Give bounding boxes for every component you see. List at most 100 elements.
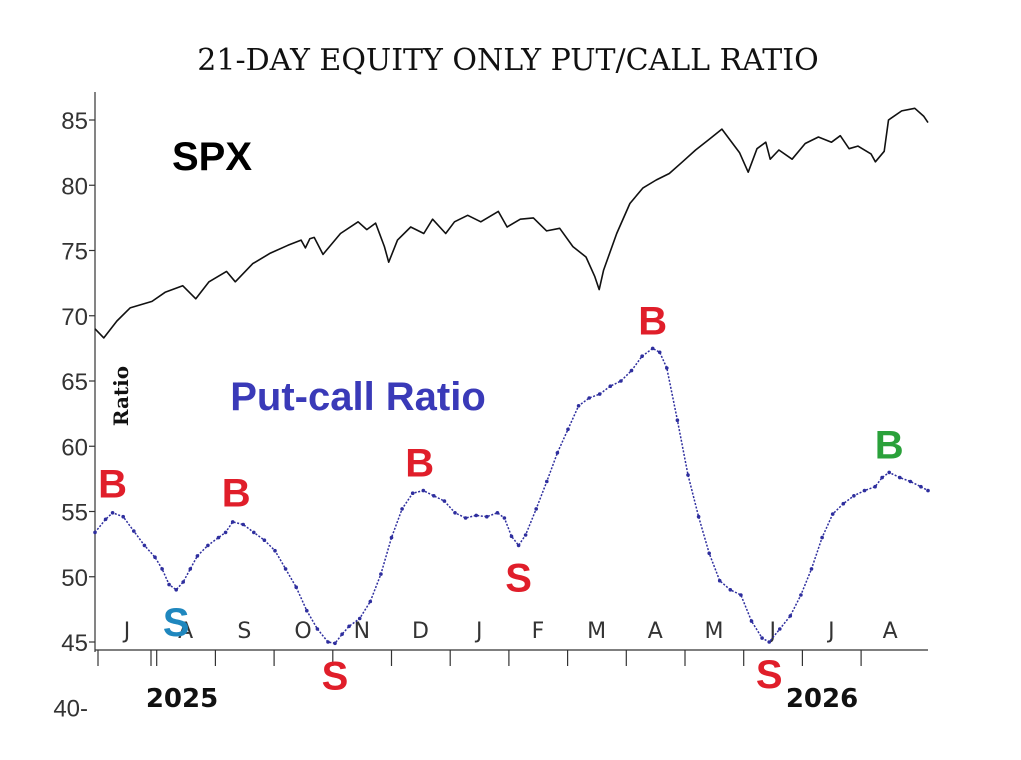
data-point — [340, 632, 344, 636]
buy-signal-label: B — [222, 472, 251, 516]
x-tick-label: S — [237, 619, 251, 644]
data-point — [830, 512, 835, 516]
data-point — [852, 494, 856, 498]
data-point — [545, 479, 549, 484]
x-tick-label: J — [474, 619, 483, 644]
data-point — [820, 535, 824, 540]
data-point — [167, 582, 171, 587]
buy-signal-label: B — [638, 299, 667, 343]
y-ticks: 85 80 75 70 65 60 55 50 45 40- — [53, 108, 95, 722]
data-point — [368, 599, 373, 604]
data-point — [502, 516, 507, 520]
data-point — [315, 627, 320, 631]
series-layer — [93, 107, 930, 646]
series-label-put-call-ratio: Put-call Ratio — [230, 375, 486, 419]
data-point — [110, 511, 115, 515]
x-tick-label: O — [294, 619, 311, 644]
data-point — [432, 494, 436, 498]
series-label-spx: SPX — [172, 135, 252, 179]
data-point — [696, 514, 701, 519]
data-point — [675, 418, 680, 423]
data-point — [262, 538, 267, 542]
y-tick-label: 80 — [61, 173, 88, 200]
y-axis-label: Ratio — [109, 366, 133, 426]
data-point — [926, 488, 930, 493]
data-point — [873, 484, 877, 489]
data-point — [410, 491, 415, 496]
data-point — [273, 548, 277, 553]
data-point — [608, 384, 613, 389]
data-point — [597, 392, 602, 396]
data-point — [555, 451, 560, 455]
data-point — [283, 567, 288, 571]
data-point — [463, 516, 468, 520]
data-point — [326, 640, 330, 644]
x-tick-label: A — [648, 619, 663, 644]
data-point — [389, 535, 394, 540]
data-point — [809, 567, 814, 571]
y-tick-label: 70 — [61, 304, 88, 331]
x-tick-label: N — [354, 619, 370, 644]
data-point — [153, 555, 157, 559]
data-point — [188, 567, 193, 571]
data-point — [707, 551, 711, 556]
data-point — [728, 588, 733, 592]
data-point — [576, 404, 581, 408]
data-point — [132, 529, 136, 533]
data-point — [142, 543, 147, 548]
data-point — [880, 475, 884, 480]
data-point — [650, 346, 655, 351]
data-point — [495, 511, 500, 515]
data-point — [379, 572, 383, 576]
data-point — [566, 427, 570, 432]
y-tick-label: 85 — [61, 108, 88, 135]
data-point — [919, 484, 923, 489]
buy-signal-label: B — [875, 423, 904, 467]
x-tick-label: J — [826, 619, 835, 644]
data-point — [453, 511, 457, 515]
data-point — [206, 543, 210, 548]
data-point — [760, 636, 764, 640]
data-point — [181, 580, 185, 584]
data-point — [174, 588, 178, 592]
data-point — [216, 535, 221, 540]
y-tick-label: 55 — [61, 500, 88, 527]
y-tick-label: 60 — [61, 434, 88, 461]
data-point — [241, 522, 245, 527]
year-label-2025: 2025 — [146, 684, 218, 714]
y-axis: 85 80 75 70 65 60 55 50 45 40- — [53, 92, 96, 722]
data-point — [305, 608, 309, 613]
series-line-spx — [94, 107, 929, 339]
buy-signal-label: B — [405, 442, 434, 486]
x-tick-label: M — [587, 619, 606, 644]
data-point — [357, 616, 362, 621]
data-point — [121, 514, 125, 519]
x-tick-label: F — [532, 619, 545, 644]
sell-signal-label: S — [163, 601, 190, 645]
data-point — [442, 499, 447, 503]
data-point — [657, 350, 662, 355]
data-point — [887, 470, 891, 475]
x-tick-label: A — [883, 619, 898, 644]
data-point — [665, 366, 669, 370]
sell-signal-label: S — [756, 653, 783, 697]
data-point — [347, 624, 351, 629]
data-point — [534, 507, 538, 511]
data-point — [739, 593, 743, 597]
data-point — [788, 614, 793, 618]
y-tick-label: 45 — [61, 630, 88, 657]
data-point — [767, 640, 771, 644]
data-point — [862, 488, 867, 493]
y-tick-label: 50 — [61, 565, 88, 592]
data-point — [908, 479, 913, 484]
buy-signal-label: B — [98, 463, 127, 507]
data-point — [587, 396, 591, 400]
x-tick-label: J — [767, 619, 776, 644]
data-point — [629, 368, 634, 373]
data-point — [333, 641, 337, 646]
data-point — [103, 517, 108, 522]
sell-signal-label: S — [322, 654, 349, 698]
data-point — [485, 514, 489, 519]
